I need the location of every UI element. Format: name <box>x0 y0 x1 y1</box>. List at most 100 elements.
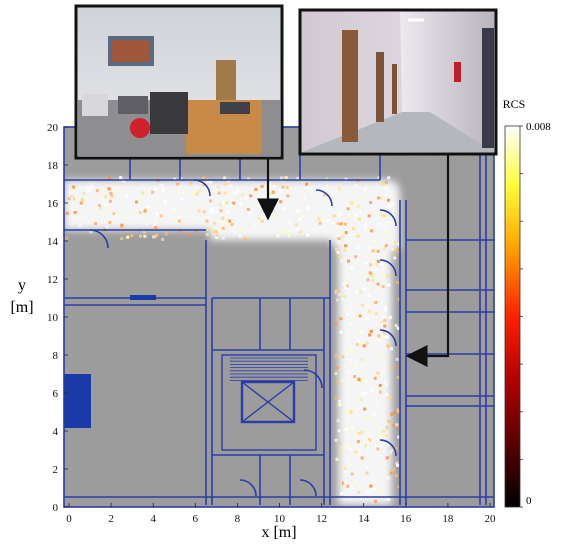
x-tick-label: 14 <box>358 513 370 525</box>
rcs-speckle <box>340 492 344 496</box>
rcs-speckle <box>70 197 74 201</box>
rcs-speckle <box>348 211 352 215</box>
rcs-speckle <box>382 273 386 277</box>
office-photo <box>74 4 284 160</box>
rcs-speckle <box>340 379 344 383</box>
rcs-speckle <box>177 215 181 219</box>
rcs-speckle <box>350 265 354 269</box>
rcs-speckle <box>280 180 284 184</box>
rcs-speckle <box>385 187 389 191</box>
rcs-speckle <box>67 197 71 201</box>
rcs-speckle <box>323 193 327 197</box>
rcs-speckle <box>355 290 359 294</box>
rcs-speckle <box>273 200 277 204</box>
rcs-speckle <box>225 201 229 205</box>
rcs-speckle <box>337 240 341 244</box>
rcs-speckle <box>212 229 216 233</box>
colorbar-label: RCS <box>503 97 526 111</box>
rcs-speckle <box>388 315 392 319</box>
rcs-speckle <box>389 471 393 475</box>
rcs-speckle <box>269 191 273 195</box>
rcs-speckle <box>215 233 219 237</box>
rcs-speckle <box>369 329 373 333</box>
rcs-speckle <box>85 198 89 202</box>
rcs-speckle <box>390 247 394 251</box>
rcs-speckle <box>376 259 380 263</box>
rcs-speckle <box>386 497 390 501</box>
rcs-speckle <box>385 335 389 339</box>
rcs-speckle <box>362 379 366 383</box>
y-tick-label: 4 <box>53 426 59 438</box>
x-tick-label: 8 <box>235 513 241 525</box>
rcs-speckle <box>365 316 369 320</box>
rcs-speckle <box>386 443 390 447</box>
rcs-speckle <box>389 347 393 351</box>
rcs-speckle <box>189 181 193 185</box>
rcs-speckle <box>103 187 107 191</box>
rcs-speckle <box>365 391 369 395</box>
rcs-speckle <box>153 187 157 191</box>
rcs-speckle <box>300 215 304 219</box>
rcs-speckle <box>206 217 210 221</box>
rcs-speckle <box>363 188 367 192</box>
rcs-speckle <box>360 358 364 362</box>
rcs-speckle <box>210 210 214 214</box>
rcs-speckle <box>357 490 361 494</box>
rcs-speckle <box>130 234 134 238</box>
rcs-speckle <box>335 289 339 293</box>
rcs-speckle <box>369 484 373 488</box>
rcs-speckle <box>279 176 283 180</box>
rcs-speckle <box>366 490 370 494</box>
rcs-speckle <box>385 393 389 397</box>
rcs-speckle <box>334 438 338 442</box>
rcs-speckle <box>349 410 353 414</box>
rcs-speckle <box>80 197 84 201</box>
rcs-speckle <box>366 439 370 443</box>
rcs-speckle <box>145 222 149 226</box>
rcs-speckle <box>229 184 233 188</box>
rcs-speckle <box>397 242 401 246</box>
rcs-speckle <box>90 184 94 188</box>
rcs-speckle <box>337 292 341 296</box>
rcs-speckle <box>138 211 142 215</box>
blue-marker <box>130 295 156 300</box>
x-tick-label: 2 <box>108 513 114 525</box>
rcs-speckle <box>334 396 338 400</box>
x-tick-label: 16 <box>400 513 412 525</box>
rcs-speckle <box>296 209 300 213</box>
rcs-speckle <box>223 191 227 195</box>
rcs-speckle <box>350 486 354 490</box>
blue-block <box>64 374 91 428</box>
rcs-speckle <box>152 235 156 239</box>
rcs-speckle <box>367 294 371 298</box>
rcs-speckle <box>205 180 209 184</box>
rcs-speckle <box>305 182 309 186</box>
rcs-speckle <box>221 236 225 240</box>
rcs-speckle <box>354 450 358 454</box>
rcs-speckle <box>130 208 134 212</box>
rcs-speckle <box>383 318 387 322</box>
y-tick-label: 6 <box>53 388 59 400</box>
rcs-speckle <box>268 182 272 186</box>
rcs-speckle <box>82 191 86 195</box>
rcs-speckle <box>109 192 113 196</box>
rcs-speckle <box>216 185 220 189</box>
rcs-speckle <box>79 201 83 205</box>
rcs-speckle <box>394 474 398 478</box>
rcs-speckle <box>140 207 144 211</box>
floor-plan-walls <box>63 126 495 508</box>
rcs-speckle <box>325 177 329 181</box>
rcs-speckle <box>120 225 124 229</box>
rcs-speckle <box>361 391 365 395</box>
rcs-speckle <box>110 194 114 198</box>
rcs-speckle <box>179 230 183 234</box>
rcs-speckle <box>349 358 353 362</box>
rcs-speckle <box>230 223 234 227</box>
rcs-speckle <box>393 253 397 257</box>
rcs-speckle <box>359 331 363 335</box>
rcs-speckle <box>387 283 391 287</box>
rcs-speckle <box>201 209 205 213</box>
rcs-speckle <box>379 434 383 438</box>
rcs-speckle <box>381 213 385 217</box>
